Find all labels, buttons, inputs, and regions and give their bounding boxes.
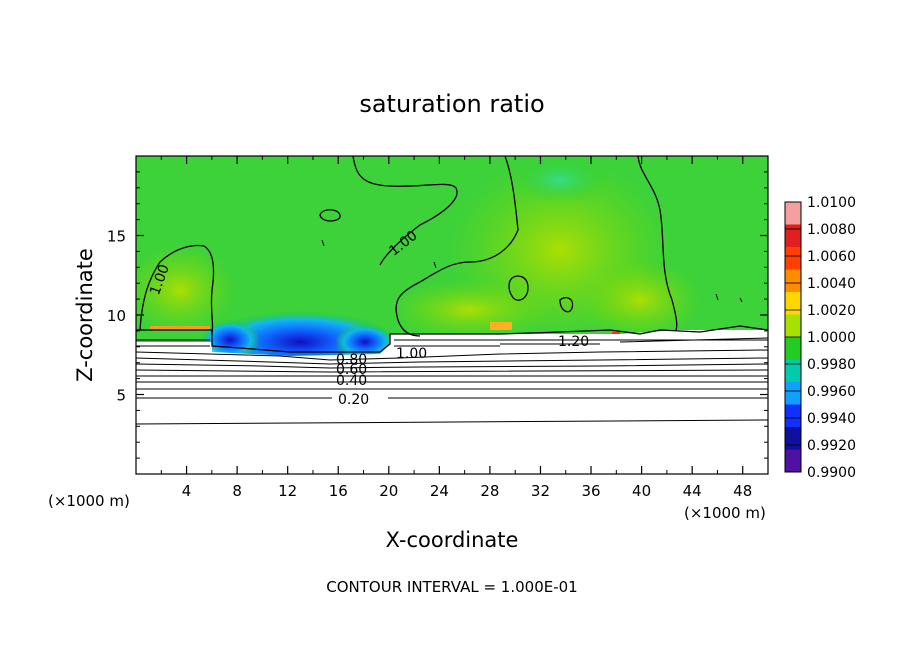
x-unit-label: (×1000 m) (684, 504, 766, 522)
colorbar: 1.0100 1.0080 1.0060 1.0040 1.0020 1.0000 0.99… (784, 195, 856, 481)
field-patch-yellow-4 (390, 280, 550, 340)
field-streak-orange-2 (490, 322, 512, 330)
colorbar-segment (785, 314, 801, 338)
x-tick-label: 36 (581, 482, 600, 500)
contour-label: 0.40 (336, 373, 367, 389)
x-tick-label: 32 (531, 482, 550, 500)
colorbar-segment (785, 404, 801, 428)
contour-1.00-c (637, 156, 678, 331)
x-tick-label: 28 (480, 482, 499, 500)
colorbar-segment (785, 269, 801, 293)
y-tick-label: 15 (107, 228, 126, 246)
x-tick-label: 16 (329, 482, 348, 500)
contour-interval-note: CONTOUR INTERVAL = 1.000E-01 (326, 578, 577, 596)
colorbar-segment (785, 337, 801, 360)
colorbar-label: 1.0040 (807, 276, 856, 292)
colorbar-segment (785, 224, 801, 248)
contour-cloud-base (136, 325, 768, 353)
y-tick-label: 10 (107, 307, 126, 325)
contour-label: 0.80 (336, 352, 367, 368)
field-patch-yellow-2 (580, 260, 700, 340)
contour-cloud-base-2 (136, 337, 768, 347)
colorbar-label: 1.0060 (807, 249, 856, 265)
colorbar-label: 0.9940 (807, 411, 856, 427)
colorbar-label: 0.9960 (807, 384, 856, 400)
colorbar-segment (785, 202, 801, 225)
colorbar-segment (785, 359, 801, 383)
x-tick-label: 4 (182, 482, 192, 500)
z-unit-label: (×1000 m) (48, 492, 130, 510)
contour-label: 1.00 (396, 346, 427, 362)
x-tick-label: 48 (733, 482, 752, 500)
y-tick-label: 5 (116, 387, 126, 405)
x-axis-ticks: 4 8 12 16 20 24 28 32 36 40 44 48 (160, 156, 752, 500)
field-patch-yellow-3 (136, 245, 235, 335)
colorbar-label: 1.0000 (807, 330, 856, 346)
heatmap-field (136, 156, 768, 474)
colorbar-label: 1.0100 (807, 195, 856, 211)
contour-0.80b (136, 357, 768, 365)
colorbar-segment (785, 382, 801, 405)
contour-1.00-d (319, 209, 341, 222)
chart-title: saturation ratio (359, 90, 544, 118)
contour-label: 0.60 (336, 362, 367, 378)
field-patch-blue-2 (200, 320, 260, 360)
contour-label: 0.20 (338, 392, 369, 408)
x-tick-label: 12 (278, 482, 297, 500)
y-axis-label: Z-coordinate (73, 248, 97, 382)
x-axis-label: X-coordinate (386, 528, 519, 552)
contour-1.00-e (139, 244, 215, 333)
colorbar-segment (785, 247, 801, 270)
colorbar-label: 1.0080 (807, 222, 856, 238)
colorbar-label: 0.9980 (807, 357, 856, 373)
colorbar-label: 0.9920 (807, 438, 856, 454)
contour-1.00-b (395, 156, 519, 337)
contour-1.00-g (559, 297, 574, 313)
colorbar-segment (785, 449, 801, 473)
contour-0.70 (136, 363, 768, 369)
x-tick-label: 44 (683, 482, 702, 500)
x-tick-label: 24 (430, 482, 449, 500)
x-tick-label: 8 (232, 482, 242, 500)
field-streak-orange-1 (150, 326, 210, 329)
colorbar-segment (785, 292, 801, 315)
contour-1.00-a (352, 156, 458, 266)
x-tick-label: 40 (632, 482, 651, 500)
colorbar-label: 1.0020 (807, 303, 856, 319)
field-patch-cyan-1 (510, 156, 610, 205)
contour-specks (321, 239, 743, 303)
contour-0.60 (136, 369, 768, 373)
contour-0.10 (136, 419, 768, 425)
y-axis-ticks: 5 10 15 (107, 171, 768, 459)
field-patch-blue-3 (335, 324, 395, 360)
contour-1.00-f (508, 275, 529, 301)
colorbar-segment (785, 427, 801, 450)
x-tick-label: 20 (379, 482, 398, 500)
contour-label: 1.20 (558, 334, 589, 350)
contour-0.80 (136, 349, 768, 361)
colorbar-label: 0.9900 (807, 465, 856, 481)
